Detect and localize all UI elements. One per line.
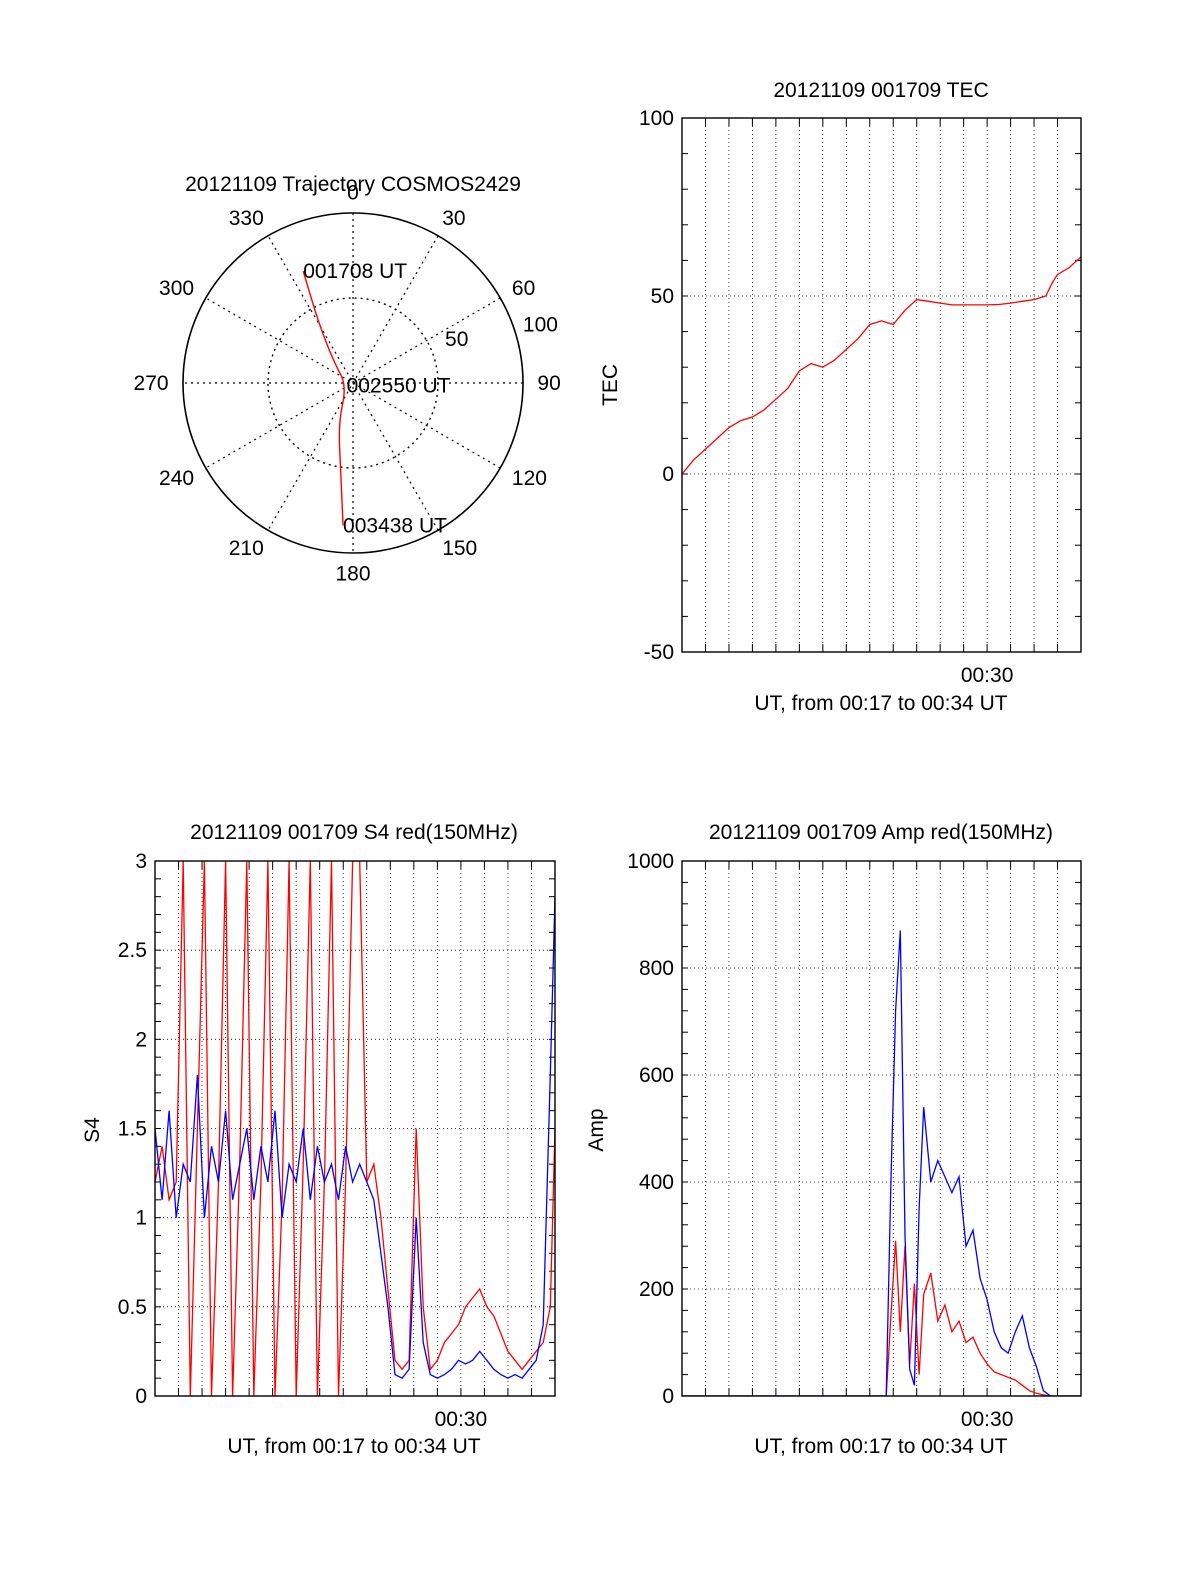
azimuth-label: 60 — [512, 277, 535, 300]
x-tick-label: 00:30 — [435, 1408, 488, 1431]
radial-label: 100 — [523, 313, 558, 336]
s4-xlabel: UT, from 00:17 to 00:34 UT — [227, 1435, 480, 1458]
azimuth-label: 30 — [442, 207, 465, 230]
amp-xlabel: UT, from 00:17 to 00:34 UT — [754, 1435, 1007, 1458]
amp-title: 20121109 001709 Amp red(150MHz) — [709, 821, 1053, 844]
y-tick-label: 2.5 — [118, 939, 147, 962]
series-line-0 — [682, 256, 1081, 475]
tec-panel: 20121109 001709 TEC TEC UT, from 00:17 t… — [599, 79, 1082, 715]
polar-grid — [182, 212, 524, 554]
y-tick-label: 0.5 — [118, 1296, 147, 1319]
polar-inner-ring — [267, 297, 439, 469]
y-tick-label: 1 — [135, 1207, 147, 1230]
y-tick-label: 200 — [639, 1278, 674, 1301]
y-tick-label: 800 — [639, 957, 674, 980]
plot-frame — [681, 860, 1082, 1397]
amp-panel: 20121109 001709 Amp red(150MHz) Amp UT, … — [585, 821, 1082, 1458]
time-annotation: 002550 UT — [347, 374, 451, 397]
azimuth-label: 210 — [229, 537, 264, 560]
y-tick-label: 0 — [662, 1385, 674, 1408]
tec-ylabel: TEC — [599, 364, 622, 406]
amp-ylabel: Amp — [585, 1108, 608, 1151]
y-tick-label: 2 — [135, 1028, 147, 1051]
y-tick-label: 600 — [639, 1064, 674, 1087]
y-tick-label: 1000 — [627, 850, 674, 873]
s4-title: 20121109 001709 S4 red(150MHz) — [190, 821, 518, 844]
azimuth-label: 0 — [347, 182, 359, 205]
y-tick-label: 50 — [651, 285, 674, 308]
y-tick-label: -50 — [644, 641, 674, 664]
series-line-0 — [155, 861, 555, 1396]
time-annotation: 003438 UT — [343, 514, 447, 537]
y-tick-label: 0 — [662, 463, 674, 486]
series-line-1 — [682, 930, 1081, 1396]
polar-labels: 0 30 60 90 120 150 180 210 240 270 300 330 50 100 0017… — [134, 182, 561, 586]
trajectory-panel: 20121109 Trajectory COSMOS2429 0 30 60 90 12… — [134, 173, 561, 585]
azimuth-label: 300 — [159, 277, 194, 300]
azimuth-label: 330 — [229, 207, 264, 230]
y-tick-label: 0 — [135, 1385, 147, 1408]
polar-spoke — [267, 235, 439, 531]
trajectory-line — [302, 270, 345, 526]
s4-ylabel: S4 — [81, 1117, 104, 1143]
radial-label: 50 — [445, 328, 468, 351]
azimuth-label: 150 — [442, 537, 477, 560]
s4-panel: 20121109 001709 S4 red(150MHz) S4 UT, fr… — [81, 821, 556, 1458]
y-tick-label: 1.5 — [118, 1118, 147, 1141]
plot-frame — [681, 117, 1082, 653]
azimuth-label: 90 — [537, 372, 560, 395]
time-annotation: 001708 UT — [303, 260, 407, 283]
amp-plot-area: 0 200 400 600 800 1000 00:30 — [627, 850, 1082, 1431]
x-tick-label: 00:30 — [961, 664, 1014, 687]
series-line-1 — [155, 896, 555, 1380]
trajectory-title: 20121109 Trajectory COSMOS2429 — [185, 173, 521, 196]
plot-frame — [154, 860, 556, 1397]
azimuth-label: 180 — [335, 562, 370, 585]
y-tick-label: 100 — [639, 107, 674, 130]
azimuth-label: 120 — [512, 467, 547, 490]
tec-plot-area: -50 0 50 100 00:30 — [639, 107, 1082, 687]
x-tick-label: 00:30 — [961, 1408, 1014, 1431]
azimuth-label: 270 — [134, 372, 169, 395]
tec-title: 20121109 001709 TEC — [773, 79, 988, 102]
azimuth-label: 240 — [159, 467, 194, 490]
y-tick-label: 3 — [135, 850, 147, 873]
polar-outer-ring — [182, 212, 524, 554]
trajectory-series — [302, 270, 345, 526]
y-tick-label: 400 — [639, 1171, 674, 1194]
s4-plot-area: 0 0.5 1 1.5 2 2.5 3 00:30 — [118, 850, 556, 1431]
tec-xlabel: UT, from 00:17 to 00:34 UT — [754, 692, 1007, 715]
